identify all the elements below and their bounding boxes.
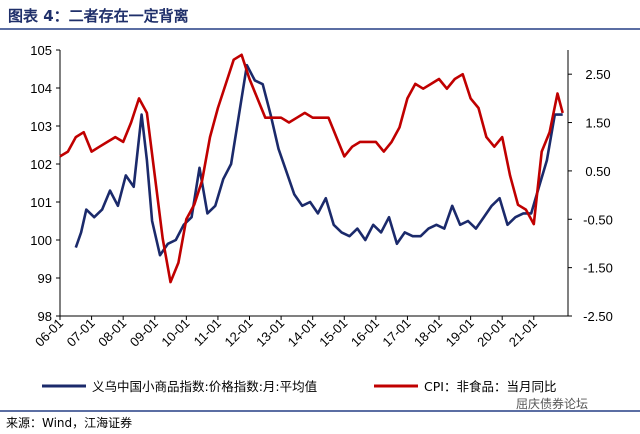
legend: 义乌中国小商品指数:价格指数:月:平均值 CPI：非食品：当月同比 [42,379,556,394]
x-tick-label: 13-01 [253,316,287,350]
left-tick-label: 102 [30,157,52,172]
source-note: 来源：Wind，江海证券 [6,416,133,430]
x-tick-label: 16-01 [348,316,382,350]
left-tick-label: 100 [30,233,52,248]
x-tick-label: 15-01 [316,316,350,350]
yiwu-price-index-line [74,63,563,257]
x-tick-label: 07-01 [64,316,98,350]
watermark: 屈庆债券论坛 [516,397,589,411]
legend-label: 义乌中国小商品指数:价格指数:月:平均值 [92,379,317,394]
series-lines [59,53,564,284]
right-tick-label: 2.50 [585,67,610,82]
left-tick-label: 103 [30,119,52,134]
chart-title: 图表 4：二者存在一定背离 [8,7,189,25]
x-tick-label: 20-01 [474,316,508,350]
x-tick-label: 18-01 [411,316,445,350]
left-tick-label: 104 [30,81,52,96]
cpi-nonfood-line [59,53,564,284]
title-rule [0,28,640,30]
x-tick-label: 08-01 [95,316,129,350]
right-tick-label: 1.50 [585,116,610,131]
x-tick-label: 17-01 [379,316,413,350]
right-tick-label: -2.50 [583,309,613,324]
left-tick-label: 101 [30,195,52,210]
x-tick-label: 19-01 [443,316,477,350]
x-tick-label: 21-01 [506,316,540,350]
left-tick-label: 99 [38,271,52,286]
right-tick-label: -1.50 [583,261,613,276]
left-tick-label: 105 [30,43,52,58]
x-tick-label: 11-01 [191,316,224,349]
right-tick-label: 0.50 [585,164,610,179]
footer-rule [0,410,640,412]
legend-label: CPI：非食品：当月同比 [424,379,556,394]
x-tick-label: 09-01 [127,316,161,350]
x-tick-label: 14-01 [285,316,319,350]
right-tick-label: -0.50 [583,212,613,227]
x-tick-label: 12-01 [222,316,256,350]
axes-group: 98 99 100 101 102 103 104 105 -2.50 -1.50 -0.50 0.5… [30,43,613,350]
left-tick-label: 98 [38,309,52,324]
x-tick-label: 10-01 [158,316,192,350]
